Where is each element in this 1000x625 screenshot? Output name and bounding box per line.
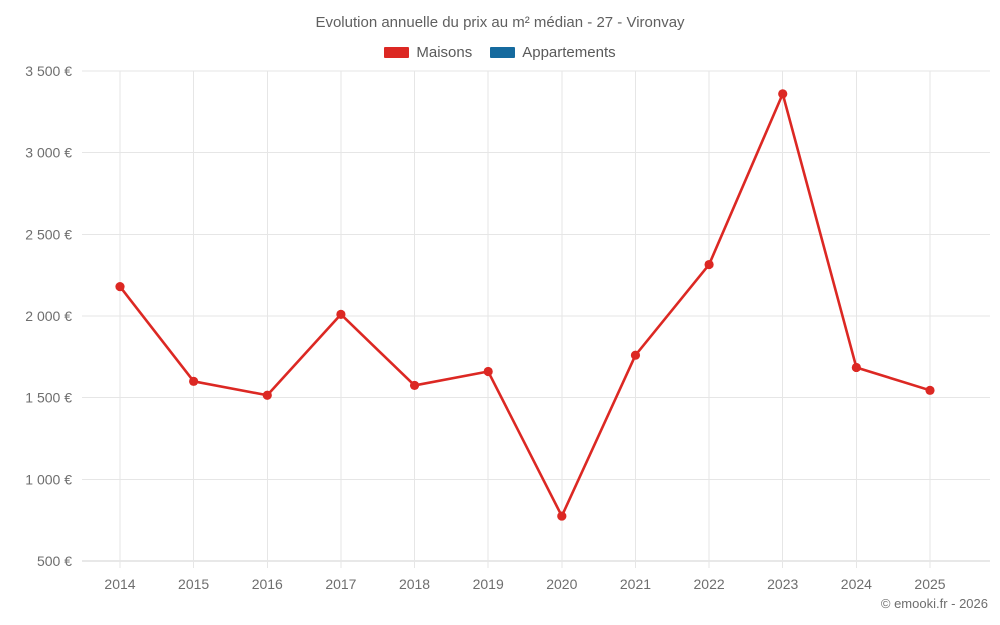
- data-point-marker[interactable]: [336, 309, 346, 319]
- legend-item-maisons[interactable]: Maisons: [384, 44, 472, 61]
- series-markers: [115, 89, 935, 521]
- data-point-marker[interactable]: [925, 385, 935, 395]
- x-axis-tick-label: 2020: [546, 576, 577, 592]
- y-axis-tick-labels: 500 € 1 000 € 1 500 € 2 000 € 2 500 € 3 000 €…: [25, 63, 72, 569]
- legend-label-maisons: Maisons: [416, 44, 473, 61]
- legend-label-appartements: Appartements: [522, 44, 616, 61]
- x-axis-tick-label: 2021: [620, 576, 651, 592]
- x-axis-tick-label: 2015: [178, 576, 209, 592]
- chart-title: Evolution annuelle du prix au m² médian …: [315, 14, 685, 31]
- x-axis-tick-label: 2024: [841, 576, 872, 592]
- chart-legend: Maisons Appartements: [0, 44, 1000, 61]
- data-point-marker[interactable]: [115, 282, 125, 292]
- y-axis-tick-label: 2 500 €: [25, 226, 72, 242]
- legend-swatch-maisons: [384, 47, 410, 58]
- legend-item-appartements[interactable]: Appartements: [490, 44, 616, 61]
- data-point-marker[interactable]: [189, 376, 199, 386]
- data-point-marker[interactable]: [557, 511, 567, 521]
- data-point-marker[interactable]: [851, 362, 861, 373]
- x-axis-tick-label: 2017: [325, 576, 356, 592]
- grid-lines: [82, 70, 990, 568]
- y-axis-tick-label: 3 000 €: [25, 145, 72, 161]
- x-axis-tick-label: 2025: [914, 576, 945, 592]
- data-point-marker[interactable]: [630, 350, 641, 360]
- legend-swatch-appartements: [490, 47, 516, 58]
- data-point-marker[interactable]: [704, 259, 714, 270]
- x-axis-tick-label: 2018: [399, 576, 430, 592]
- data-point-marker[interactable]: [483, 366, 493, 377]
- credit-text: © emooki.fr - 2026: [880, 596, 988, 611]
- x-axis-tick-label: 2023: [767, 576, 798, 592]
- x-axis-tick-label: 2014: [104, 576, 135, 592]
- data-point-marker[interactable]: [778, 89, 788, 99]
- series-line-maisons: [118, 92, 932, 518]
- y-axis-tick-label: 500 €: [37, 553, 72, 569]
- y-axis-tick-label: 2 000 €: [25, 308, 72, 324]
- y-axis-tick-label: 1 000 €: [25, 471, 72, 487]
- series-lines: [118, 92, 932, 518]
- x-axis-tick-label: 2016: [252, 576, 283, 592]
- x-axis-tick-label: 2022: [694, 576, 725, 592]
- x-axis-tick-label: 2019: [473, 576, 504, 592]
- data-point-marker[interactable]: [409, 380, 420, 391]
- y-axis-tick-label: 1 500 €: [25, 390, 72, 406]
- x-axis-tick-labels: 2014 2015 2016 2017 2018 2019 2020 2021 2022 2023…: [104, 576, 945, 592]
- y-axis-tick-label: 3 500 €: [25, 63, 72, 79]
- data-point-marker[interactable]: [262, 390, 272, 400]
